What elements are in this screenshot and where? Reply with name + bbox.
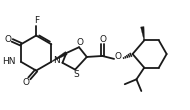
Text: O: O: [5, 35, 12, 44]
Text: O: O: [114, 52, 121, 61]
Text: HN: HN: [2, 57, 15, 66]
Text: S: S: [73, 70, 79, 79]
Text: O: O: [77, 38, 83, 47]
Polygon shape: [51, 52, 67, 62]
Polygon shape: [141, 27, 145, 40]
Text: F: F: [35, 16, 40, 25]
Text: O: O: [100, 35, 107, 44]
Text: O: O: [23, 78, 30, 87]
Text: N: N: [53, 56, 60, 65]
